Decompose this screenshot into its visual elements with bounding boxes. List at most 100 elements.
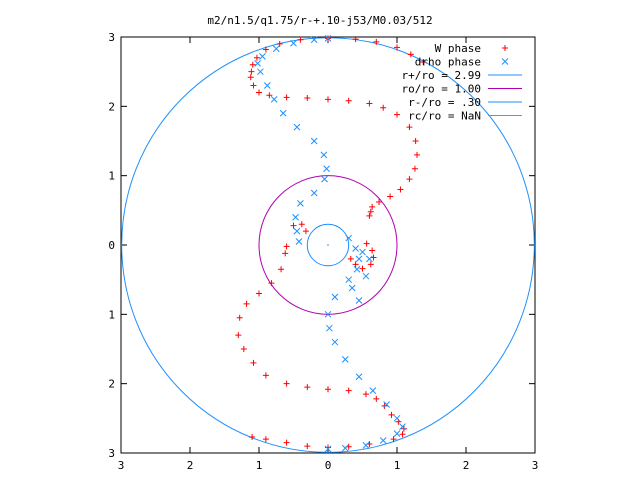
- legend-label: r-/ro = .30: [408, 96, 481, 109]
- data-point: [362, 391, 369, 398]
- data-point: [366, 212, 373, 219]
- data-point: [256, 290, 262, 297]
- data-point: [257, 68, 264, 76]
- data-point: [292, 213, 299, 221]
- data-point: [345, 234, 353, 242]
- data-point: [331, 293, 339, 301]
- data-point: [282, 250, 289, 257]
- legend-label: drho phase: [415, 56, 481, 69]
- legend-marker: [502, 45, 508, 51]
- data-point: [310, 137, 318, 145]
- data-point: [236, 314, 243, 321]
- data-point: [325, 444, 331, 451]
- data-point: [347, 255, 354, 262]
- data-point: [383, 401, 391, 408]
- data-point: [297, 36, 304, 43]
- data-point: [407, 51, 414, 58]
- data-point: [345, 276, 353, 284]
- data-point: [348, 284, 356, 292]
- data-point: [352, 36, 359, 43]
- data-point: [355, 297, 363, 304]
- data-point: [390, 436, 397, 443]
- data-point: [359, 248, 366, 256]
- data-point: [369, 203, 376, 210]
- data-point: [411, 165, 418, 172]
- data-point: [394, 111, 400, 118]
- data-point: [324, 310, 332, 318]
- data-point: [331, 338, 339, 346]
- data-point: [406, 176, 413, 183]
- data-point: [235, 332, 242, 339]
- data-point: [259, 53, 266, 60]
- data-point: [249, 61, 256, 68]
- data-point: [278, 266, 285, 273]
- data-point: [310, 189, 318, 197]
- data-point: [283, 380, 290, 387]
- y-tick-label: 3: [108, 447, 115, 460]
- data-point: [290, 39, 297, 47]
- data-point: [324, 35, 332, 42]
- data-point: [379, 437, 387, 444]
- x-tick-label: 3: [118, 459, 125, 472]
- data-point: [388, 411, 395, 418]
- data-point: [283, 243, 290, 250]
- data-point: [387, 193, 394, 200]
- data-point: [369, 247, 376, 254]
- data-point: [366, 100, 373, 107]
- data-point: [370, 254, 377, 261]
- data-point: [247, 74, 254, 81]
- y-tick-label: 1: [108, 308, 115, 321]
- data-point: [341, 444, 349, 452]
- data-point: [263, 82, 271, 89]
- data-point: [393, 430, 401, 437]
- data-point: [399, 423, 406, 431]
- data-point: [293, 227, 301, 235]
- legend-label: ro/ro = 1.00: [402, 83, 481, 96]
- data-point: [412, 138, 419, 144]
- data-point: [253, 54, 260, 61]
- data-point: [266, 92, 273, 99]
- origin-dot: [327, 244, 329, 246]
- data-point: [362, 272, 370, 280]
- x-tick-label: 2: [187, 459, 194, 472]
- data-point: [279, 109, 287, 117]
- legend-label: W phase: [435, 42, 481, 55]
- data-point: [262, 46, 269, 53]
- data-point: [270, 96, 278, 103]
- data-point: [380, 104, 387, 111]
- data-point: [302, 228, 309, 235]
- data-point: [352, 245, 359, 252]
- data-point: [262, 436, 269, 443]
- data-point: [249, 434, 256, 441]
- data-point: [376, 199, 383, 206]
- x-tick-label: 1: [256, 459, 263, 472]
- y-tick-label: 2: [108, 100, 115, 113]
- data-point: [367, 208, 374, 215]
- data-point: [414, 151, 421, 158]
- data-point: [355, 255, 363, 263]
- data-point: [262, 372, 269, 379]
- reference-circle-2: [306, 223, 350, 267]
- series-drho-phase: [254, 35, 406, 453]
- data-point: [394, 44, 400, 51]
- data-point: [304, 95, 311, 102]
- data-point: [293, 123, 301, 131]
- data-point: [393, 414, 401, 422]
- data-point: [397, 186, 404, 193]
- data-point: [276, 40, 283, 47]
- legend-marker: [501, 58, 509, 65]
- data-point: [362, 442, 370, 449]
- series-w-phase: [235, 35, 427, 451]
- data-point: [272, 45, 280, 53]
- data-point: [268, 280, 275, 287]
- data-point: [320, 151, 328, 159]
- data-point: [399, 431, 406, 438]
- data-point: [290, 222, 297, 229]
- y-tick-label: 0: [108, 239, 115, 252]
- data-point: [297, 200, 304, 207]
- x-tick-label: 2: [463, 459, 470, 472]
- data-point: [283, 439, 290, 446]
- data-point: [321, 175, 328, 183]
- data-point: [248, 68, 255, 75]
- data-point: [373, 38, 380, 45]
